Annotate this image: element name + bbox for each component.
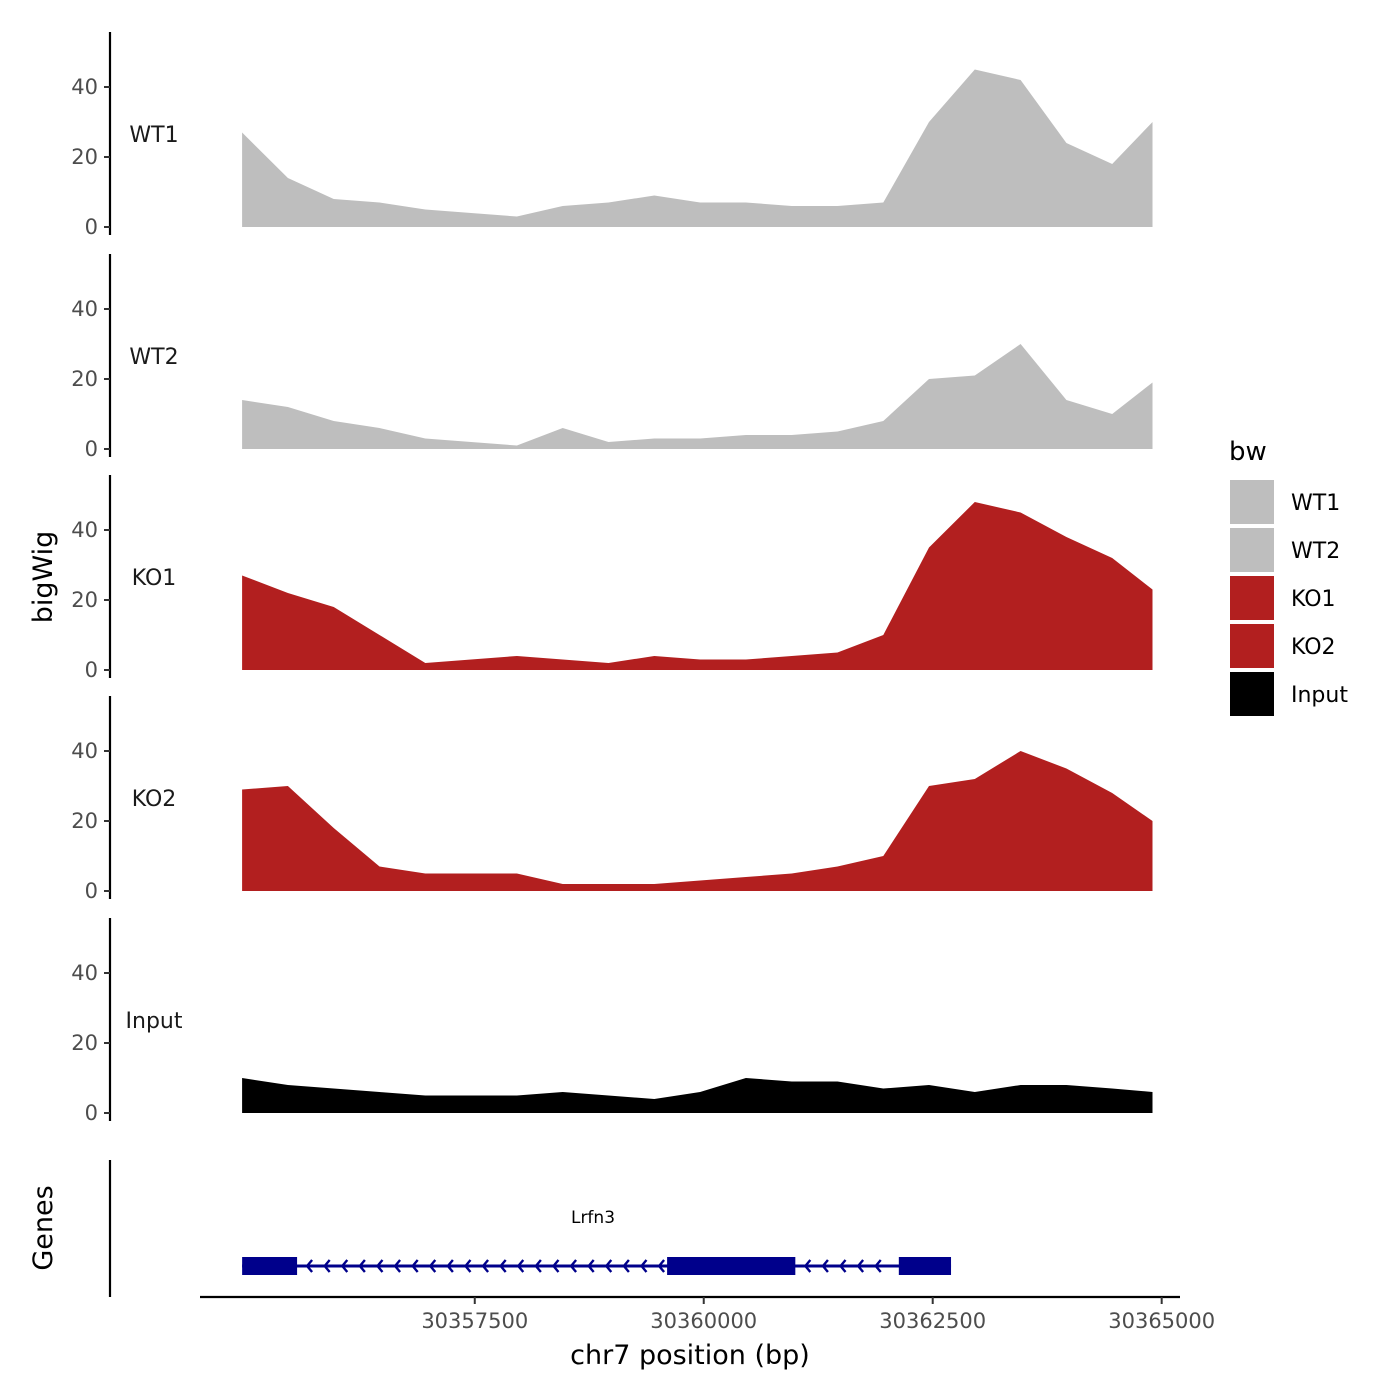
legend: bw WT1 WT2 KO1 KO2 Input (1229, 437, 1348, 716)
y-tick-label-ko2-0: 0 (85, 879, 98, 903)
strand-arrow (358, 1259, 366, 1273)
tracks-layer: 0 20 40 WT1 0 20 40 WT2 0 20 40 KO1 0 20 40 KO2 0 20 40 Inp… (71, 32, 1153, 1125)
legend-key-wt2 (1230, 528, 1274, 572)
strand-arrow (534, 1259, 542, 1273)
strand-arrow (375, 1259, 384, 1273)
strand-arrow (305, 1259, 314, 1273)
gene-track: Lrfn3 (108, 1160, 952, 1297)
y-tick-label-wt2-40: 40 (71, 297, 98, 321)
track-label-ko2: KO2 (132, 787, 177, 812)
strand-arrow (821, 1259, 829, 1273)
x-axis-title: chr7 position (bp) (570, 1340, 810, 1371)
area-input (242, 1078, 1153, 1113)
y-tick-label-ko1-40: 40 (71, 518, 98, 542)
strand-arrows (305, 1259, 882, 1273)
area-ko2 (242, 751, 1153, 891)
x-axis: 30357500 30360000 30362500 30365000 (200, 1295, 1215, 1333)
gene-name-label: Lrfn3 (571, 1208, 615, 1228)
y-tick-label-wt1-40: 40 (71, 75, 98, 99)
legend-label-ko1: KO1 (1291, 587, 1336, 612)
strand-arrow (856, 1259, 865, 1273)
y-tick-label-input-0: 0 (85, 1101, 98, 1125)
strand-arrow (499, 1259, 507, 1273)
track-label-input: Input (126, 1009, 183, 1034)
legend-key-ko1 (1230, 576, 1274, 620)
y-tick-label-input-40: 40 (71, 961, 98, 985)
strand-arrow (639, 1259, 648, 1273)
strand-arrow (481, 1259, 490, 1273)
legend-key-wt1 (1230, 480, 1274, 524)
track-label-wt1: WT1 (129, 123, 178, 148)
strand-arrow (411, 1259, 419, 1273)
y-tick-label-ko1-20: 20 (71, 588, 98, 612)
strand-arrow (874, 1259, 882, 1273)
x-tick-label-30357500: 30357500 (421, 1309, 528, 1333)
legend-title: bw (1229, 437, 1267, 467)
area-wt2 (242, 344, 1153, 449)
strand-arrow (657, 1259, 666, 1273)
area-wt1 (242, 69, 1153, 227)
y-tick-label-wt1-0: 0 (85, 215, 98, 239)
y-tick-label-input-20: 20 (71, 1031, 98, 1055)
strand-arrow (803, 1259, 812, 1273)
track-label-wt2: WT2 (129, 345, 178, 370)
strand-arrow (516, 1259, 525, 1273)
strand-arrow (428, 1259, 437, 1273)
strand-arrow (587, 1259, 595, 1273)
strand-arrow (551, 1259, 560, 1273)
track-input: 0 20 40 Input (71, 918, 1153, 1125)
gene-exon-2 (667, 1257, 796, 1275)
legend-label-input: Input (1291, 683, 1348, 708)
strand-arrow (323, 1259, 331, 1273)
y-tick-label-wt1-20: 20 (71, 145, 98, 169)
gene-exon-1 (242, 1257, 298, 1275)
strand-arrow (622, 1259, 630, 1273)
strand-arrow (340, 1259, 349, 1273)
track-wt1: 0 20 40 WT1 (71, 32, 1153, 239)
legend-label-ko2: KO2 (1291, 635, 1336, 660)
x-tick-label-30365000: 30365000 (1108, 1309, 1215, 1333)
y-tick-label-ko2-40: 40 (71, 739, 98, 763)
y-tick-label-ko1-0: 0 (85, 658, 98, 682)
track-ko2: 0 20 40 KO2 (71, 696, 1153, 903)
legend-key-ko2 (1230, 624, 1274, 668)
track-ko1: 0 20 40 KO1 (71, 475, 1153, 682)
track-wt2: 0 20 40 WT2 (71, 254, 1153, 461)
genes-track-title: Genes (28, 1185, 59, 1270)
strand-arrow (569, 1259, 578, 1273)
legend-key-input (1230, 672, 1274, 716)
x-tick-label-30362500: 30362500 (879, 1309, 986, 1333)
x-tick-label-30360000: 30360000 (650, 1309, 757, 1333)
track-label-ko1: KO1 (132, 566, 177, 591)
y-tick-label-wt2-0: 0 (85, 437, 98, 461)
y-tick-label-ko2-20: 20 (71, 809, 98, 833)
gene-exon-3 (898, 1257, 952, 1275)
strand-arrow (463, 1259, 472, 1273)
y-tick-label-wt2-20: 20 (71, 367, 98, 391)
y-axis-title: bigWig (28, 531, 59, 624)
legend-label-wt1: WT1 (1291, 491, 1340, 516)
legend-label-wt2: WT2 (1291, 539, 1340, 564)
strand-arrow (393, 1259, 402, 1273)
strand-arrow (604, 1259, 613, 1273)
strand-arrow (446, 1259, 454, 1273)
strand-arrow (838, 1259, 847, 1273)
area-ko1 (242, 502, 1153, 670)
